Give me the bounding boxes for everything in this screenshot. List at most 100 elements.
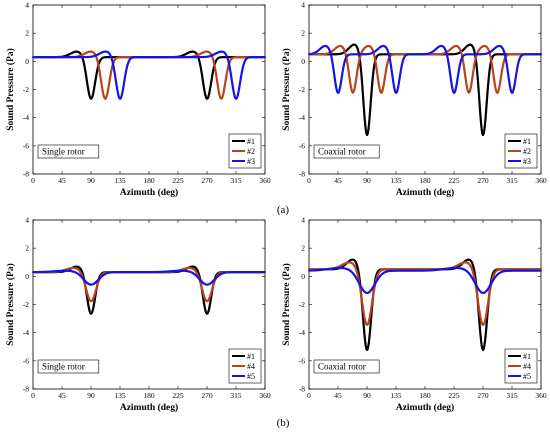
data-point <box>202 81 205 84</box>
data-point <box>350 88 353 91</box>
data-point <box>509 53 511 56</box>
data-point <box>59 269 61 272</box>
data-point <box>368 317 371 320</box>
y-tick-label: 2 <box>25 244 29 253</box>
data-point <box>498 53 501 56</box>
data-point <box>237 56 239 59</box>
data-point <box>436 46 439 49</box>
data-point <box>494 89 497 91</box>
data-point <box>431 53 434 56</box>
data-point <box>124 271 127 274</box>
data-point <box>184 56 186 59</box>
data-point <box>127 56 130 59</box>
data-point <box>100 275 103 278</box>
x-axis-title: Azimuth (deg) <box>120 187 178 198</box>
data-point <box>151 56 154 59</box>
data-point <box>483 345 486 348</box>
data-point <box>242 271 244 274</box>
data-point <box>217 89 220 92</box>
data-point <box>384 75 386 78</box>
data-point <box>397 87 399 90</box>
data-point <box>212 279 215 282</box>
data-point <box>480 53 483 56</box>
data-point <box>505 60 508 62</box>
data-point <box>359 64 362 67</box>
data-point <box>487 48 490 50</box>
data-point <box>455 87 457 90</box>
y-axis-title: Sound Pressure (Pa) <box>5 48 16 131</box>
data-point <box>516 269 519 272</box>
data-point <box>357 66 359 69</box>
data-point <box>480 344 483 347</box>
data-point <box>525 53 528 56</box>
data-point <box>126 271 128 274</box>
data-point <box>375 49 377 52</box>
data-point <box>96 68 99 71</box>
x-tick-label: 90 <box>87 176 95 185</box>
data-point <box>226 68 229 71</box>
data-point <box>162 56 165 59</box>
data-point <box>113 69 116 71</box>
y-tick-label: -6 <box>299 141 305 150</box>
data-point <box>260 271 263 274</box>
data-point <box>519 53 522 56</box>
data-point <box>491 281 493 283</box>
data-point <box>368 335 371 337</box>
data-point <box>502 268 505 271</box>
data-point <box>412 269 415 272</box>
data-point <box>476 53 479 56</box>
data-point <box>353 53 356 56</box>
data-point <box>357 268 359 270</box>
data-point <box>177 269 180 272</box>
data-point <box>314 269 317 272</box>
data-point <box>83 279 86 282</box>
data-point <box>484 317 487 320</box>
data-point <box>515 71 518 74</box>
data-point <box>363 53 366 56</box>
data-point <box>500 268 502 271</box>
data-point <box>426 269 429 272</box>
data-point <box>527 269 530 272</box>
data-point <box>96 284 99 286</box>
data-point <box>314 51 317 54</box>
data-point <box>346 48 349 51</box>
data-point <box>50 270 52 273</box>
data-point <box>515 269 518 272</box>
data-point <box>453 267 456 269</box>
data-point <box>501 67 504 70</box>
data-point <box>51 56 54 59</box>
data-point <box>145 271 148 273</box>
data-point <box>83 282 86 285</box>
data-point <box>203 304 206 307</box>
chart-panel-3: 0 45 90 135 180 225 270 315 360 -8 -6 -4 -2 0 2 4 Azimut… <box>5 216 271 414</box>
data-point <box>34 271 37 273</box>
data-point <box>363 316 366 319</box>
data-point <box>420 53 423 56</box>
data-point <box>464 47 466 50</box>
data-point <box>494 53 497 56</box>
data-point <box>397 269 399 272</box>
data-point <box>78 56 81 59</box>
data-point <box>310 269 313 272</box>
data-point <box>244 58 247 61</box>
data-point <box>531 53 533 56</box>
data-point <box>166 270 168 273</box>
y-tick-label: -4 <box>299 328 305 337</box>
data-point <box>257 56 260 59</box>
data-point <box>348 261 350 264</box>
data-point <box>469 264 472 267</box>
data-point <box>341 46 344 48</box>
data-point <box>135 56 138 59</box>
data-point <box>394 53 397 56</box>
data-point <box>351 272 354 275</box>
legend-label-1: #1 <box>247 137 255 146</box>
data-point <box>133 271 136 274</box>
data-point <box>79 56 82 59</box>
data-point <box>389 268 392 271</box>
data-point <box>198 56 201 58</box>
data-point <box>243 56 246 59</box>
x-tick-label: 135 <box>114 391 126 400</box>
data-point <box>354 266 357 269</box>
data-point <box>523 269 526 272</box>
data-point <box>52 56 55 59</box>
